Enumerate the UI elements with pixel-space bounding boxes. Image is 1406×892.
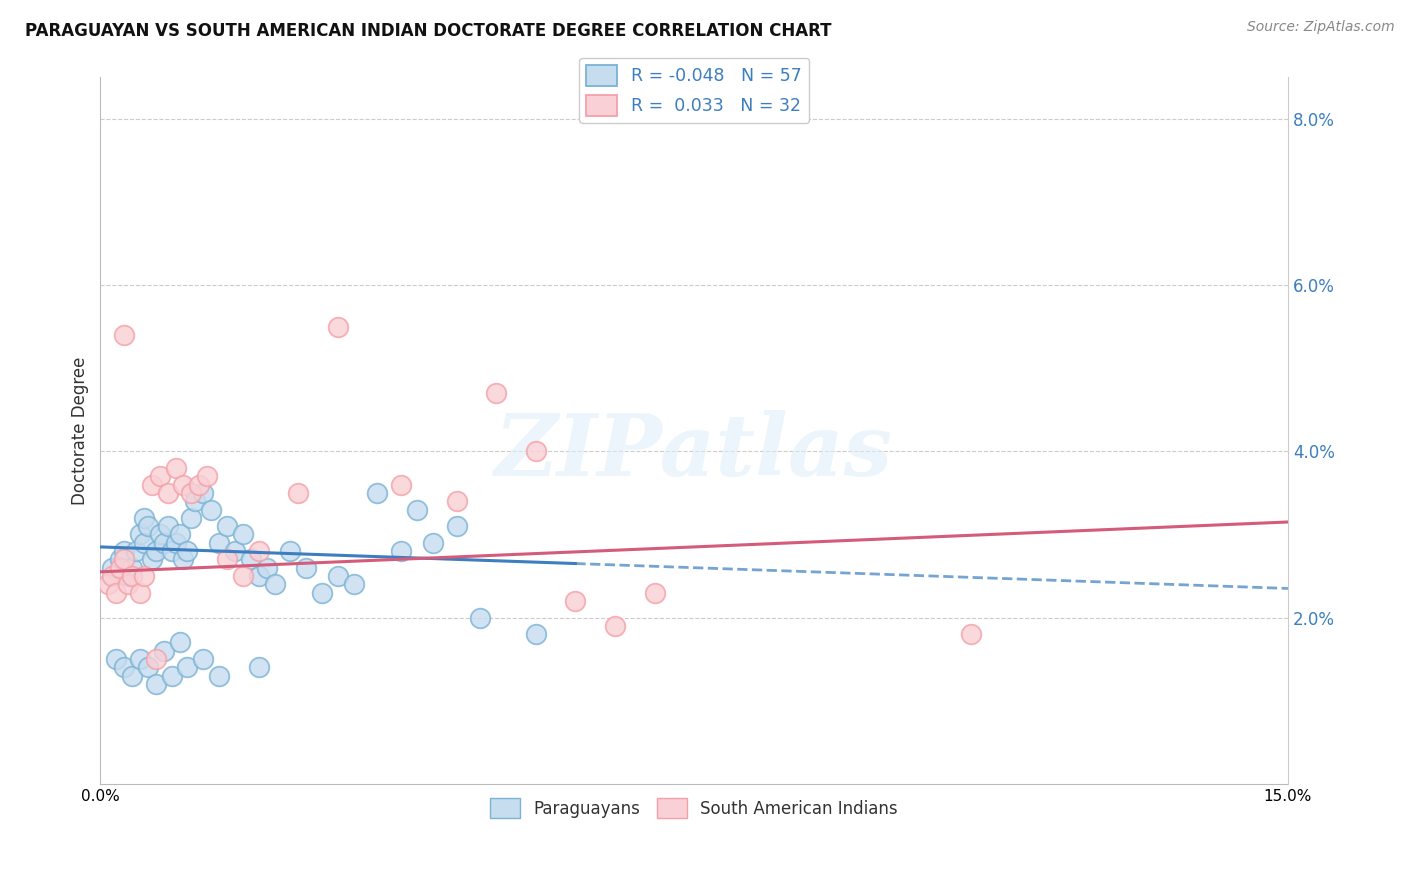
Point <box>125 544 148 558</box>
Point <box>193 652 215 666</box>
Point <box>172 477 194 491</box>
Point <box>132 569 155 583</box>
Point <box>105 585 128 599</box>
Point <box>112 660 135 674</box>
Point <box>101 560 124 574</box>
Point <box>524 444 547 458</box>
Point <box>121 569 143 583</box>
Y-axis label: Doctorate Degree: Doctorate Degree <box>72 357 89 505</box>
Point <box>165 461 187 475</box>
Point <box>97 577 120 591</box>
Point <box>129 527 152 541</box>
Point <box>129 585 152 599</box>
Point <box>112 552 135 566</box>
Point <box>343 577 366 591</box>
Point <box>470 610 492 624</box>
Point <box>108 552 131 566</box>
Point <box>145 544 167 558</box>
Point <box>145 677 167 691</box>
Point <box>446 494 468 508</box>
Point <box>149 527 172 541</box>
Point <box>263 577 285 591</box>
Point <box>169 635 191 649</box>
Text: PARAGUAYAN VS SOUTH AMERICAN INDIAN DOCTORATE DEGREE CORRELATION CHART: PARAGUAYAN VS SOUTH AMERICAN INDIAN DOCT… <box>25 22 832 40</box>
Point <box>208 535 231 549</box>
Point <box>160 544 183 558</box>
Point <box>108 560 131 574</box>
Point <box>644 585 666 599</box>
Point <box>326 569 349 583</box>
Point <box>112 328 135 343</box>
Point <box>136 519 159 533</box>
Point <box>564 594 586 608</box>
Point <box>389 544 412 558</box>
Point <box>232 569 254 583</box>
Point <box>149 469 172 483</box>
Point <box>960 627 983 641</box>
Point <box>136 660 159 674</box>
Point <box>156 519 179 533</box>
Point <box>184 494 207 508</box>
Point <box>152 644 174 658</box>
Point <box>224 544 246 558</box>
Point <box>208 669 231 683</box>
Point <box>112 544 135 558</box>
Point <box>200 502 222 516</box>
Point <box>389 477 412 491</box>
Point <box>188 477 211 491</box>
Text: ZIPatlas: ZIPatlas <box>495 410 893 493</box>
Point <box>193 486 215 500</box>
Point <box>524 627 547 641</box>
Point <box>105 652 128 666</box>
Point <box>256 560 278 574</box>
Point <box>311 585 333 599</box>
Point <box>295 560 318 574</box>
Point <box>280 544 302 558</box>
Point <box>141 552 163 566</box>
Point <box>132 535 155 549</box>
Point <box>165 535 187 549</box>
Point <box>152 535 174 549</box>
Point <box>232 527 254 541</box>
Legend: Paraguayans, South American Indians: Paraguayans, South American Indians <box>484 791 904 825</box>
Point <box>121 560 143 574</box>
Point <box>121 669 143 683</box>
Point <box>172 552 194 566</box>
Point <box>215 552 238 566</box>
Point <box>215 519 238 533</box>
Point <box>485 386 508 401</box>
Point <box>132 511 155 525</box>
Point <box>603 619 626 633</box>
Point <box>287 486 309 500</box>
Point <box>129 652 152 666</box>
Point <box>101 569 124 583</box>
Point <box>180 486 202 500</box>
Point <box>141 477 163 491</box>
Point <box>366 486 388 500</box>
Point <box>117 569 139 583</box>
Point <box>156 486 179 500</box>
Point <box>406 502 429 516</box>
Point <box>247 544 270 558</box>
Point <box>145 652 167 666</box>
Point <box>169 527 191 541</box>
Point <box>160 669 183 683</box>
Point <box>326 319 349 334</box>
Point <box>176 544 198 558</box>
Point <box>247 569 270 583</box>
Point <box>195 469 218 483</box>
Point <box>176 660 198 674</box>
Point <box>239 552 262 566</box>
Point <box>117 577 139 591</box>
Point <box>247 660 270 674</box>
Point <box>446 519 468 533</box>
Text: Source: ZipAtlas.com: Source: ZipAtlas.com <box>1247 20 1395 34</box>
Point <box>180 511 202 525</box>
Point <box>422 535 444 549</box>
